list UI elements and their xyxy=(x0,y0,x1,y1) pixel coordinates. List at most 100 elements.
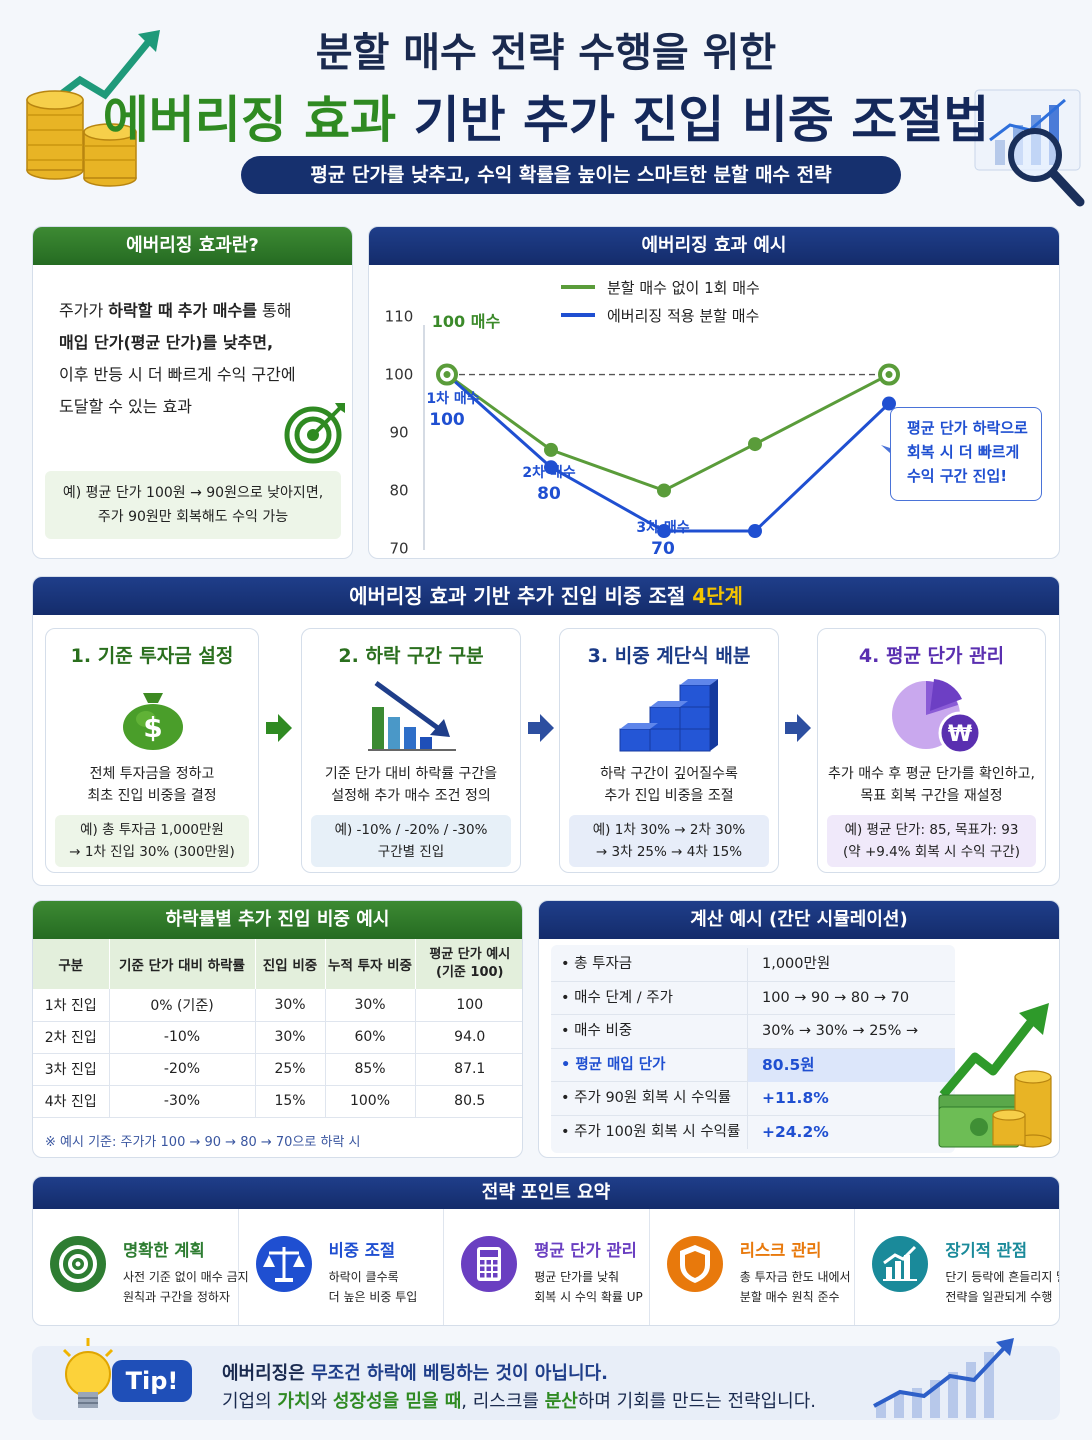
table-cell: -20% xyxy=(109,1053,256,1085)
subtitle-text: 평균 단가를 낮추고, 수익 확률을 높이는 스마트한 분할 매수 전략 xyxy=(310,164,832,186)
summary-item-title: 리스크 관리 xyxy=(739,1241,822,1260)
step-arrow-1-icon xyxy=(266,714,292,742)
steps-title-highlight: 4단계 xyxy=(692,584,743,608)
simulation-label: 매수 비중 xyxy=(574,1023,633,1039)
data-point xyxy=(748,437,762,452)
simulation-label: 주가 100원 회복 시 수익률 xyxy=(574,1123,741,1140)
y-tick-label: 80 xyxy=(389,481,408,499)
table-note: ※ 예시 기준: 주가가 100 → 90 → 80 → 70으로 하락 시 xyxy=(45,1135,361,1150)
table-cell: 60% xyxy=(325,1021,416,1053)
chart-callout: 평균 단가 하락으로 회복 시 더 빠르게 수익 구간 진입! xyxy=(890,407,1042,501)
stair-blocks-icon xyxy=(619,679,718,752)
simulation-row: • 매수 단계 / 주가 100 → 90 → 80 → 70 xyxy=(551,981,955,1015)
money-bag-icon: $ xyxy=(123,693,183,750)
chart-annotation: 70 xyxy=(651,539,675,559)
chart-title: 에버리징 효과 예시 xyxy=(369,227,1059,265)
simulation-value: 1,000만원 xyxy=(747,948,955,981)
summary-title: 전략 포인트 요약 xyxy=(33,1177,1059,1209)
data-point xyxy=(748,524,762,539)
summary-item-title: 비중 조절 xyxy=(328,1241,396,1260)
chart-card: 에버리징 효과 예시 110 100 90 80 70 분할 매수 없이 1회 매수 에버… xyxy=(368,226,1060,559)
definition-card: 에버리징 효과란? 주가가 하락할 때 추가 매수를 통해 매입 단가(평균 단… xyxy=(32,226,353,559)
entry-table-card: 하락률별 추가 진입 비중 예시 구분 기준 단가 대비 하락률 진입 비중 누… xyxy=(32,900,523,1158)
magnifier-chart-icon xyxy=(974,89,1085,207)
summary-item-title: 평균 단가 관리 xyxy=(534,1241,637,1260)
summary-item-desc: 하락이 클수록 더 높은 비중 투입 xyxy=(328,1270,418,1304)
step-4-desc: 추가 매수 후 평균 단가를 확인하고, 목표 회복 구간을 재설정 xyxy=(827,766,1036,804)
table-row: 4차 진입 -30% 15% 100% 80.5 xyxy=(33,1085,522,1117)
table-cell: 2차 진입 xyxy=(33,1021,110,1053)
summary-card: 전략 포인트 요약 명확한 계획 사전 기준 없이 매수 금지 원칙과 구간을 정하… xyxy=(32,1176,1060,1326)
summary-item-desc: 평균 단가를 낮춰 회복 시 수익 확률 UP xyxy=(534,1270,643,1304)
simulation-value: 80.5원 xyxy=(747,1048,955,1082)
table-cell: 85% xyxy=(325,1053,416,1085)
step-card-1: 1. 기준 투자금 설정 $ 전체 투자금을 정하고 최초 진입 비중을 결정 예… xyxy=(45,628,259,873)
simulation-row: • 평균 매입 단가 80.5원 xyxy=(551,1048,955,1082)
definition-title: 에버리징 효과란? xyxy=(33,227,352,265)
step-1-example: 예) 총 투자금 1,000만원 → 1차 진입 30% (300만원) xyxy=(55,815,249,867)
summary-item-title: 명확한 계획 xyxy=(123,1241,205,1260)
money-growth-icon xyxy=(938,1003,1052,1148)
step-4-example: 예) 평균 단가: 85, 목표가: 93 (약 +9.4% 회복 시 수익 구간… xyxy=(827,815,1036,867)
subtitle-banner: 평균 단가를 낮추고, 수익 확률을 높이는 스마트한 분할 매수 전략 xyxy=(241,156,901,194)
table-cell: 25% xyxy=(255,1053,326,1085)
step-3-desc: 하락 구간이 깊어질수록 추가 진입 비중을 조절 xyxy=(600,766,738,804)
coin-stack-icon xyxy=(26,30,160,187)
definition-example: 예) 평균 단가 100원 → 90원으로 낮아지면, 주가 90원만 회복해도… xyxy=(45,471,341,539)
table-cell: 1차 진입 xyxy=(33,989,110,1021)
entry-table: 구분 기준 단가 대비 하락률 진입 비중 누적 투자 비중 평균 단가 예시(… xyxy=(33,939,522,1118)
table-cell: 100 xyxy=(456,996,484,1013)
step-card-4: 4. 평균 단가 관리 ₩ 추가 매수 후 평균 단가를 확인하고, 목표 회복 … xyxy=(817,628,1046,873)
scale-icon xyxy=(255,1236,312,1292)
series-line xyxy=(446,373,891,533)
page-title-line2: 에버리징 효과 기반 추가 진입 비중 조절법 xyxy=(0,80,1092,152)
summary-item: 리스크 관리 총 투자금 한도 내에서 분할 매수 원칙 준수 xyxy=(650,1209,856,1325)
table-row: 3차 진입 -20% 25% 85% 87.1 xyxy=(33,1053,522,1085)
simulation-label: 주가 90원 회복 시 수익률 xyxy=(574,1090,732,1106)
table-cell: 94.0 xyxy=(454,1029,486,1045)
svg-text:₩: ₩ xyxy=(948,722,972,747)
step-card-3: 3. 비중 계단식 배분 하락 구간이 깊어질수록 추가 진입 비중을 조절 예)… xyxy=(559,628,779,873)
table-cell: 87.1 xyxy=(454,1061,486,1077)
table-cell: 3차 진입 xyxy=(33,1053,110,1085)
target-icon xyxy=(50,1236,106,1292)
calculator-icon xyxy=(461,1236,518,1292)
title-rest: 기반 추가 진입 비중 조절법 xyxy=(396,91,990,149)
table-title: 하락률별 추가 진입 비중 예시 xyxy=(33,901,522,939)
y-tick-label: 70 xyxy=(389,539,408,557)
rising-bars-icon xyxy=(873,1338,1014,1418)
step-2-example: 예) -10% / -20% / -30% 구간별 진입 xyxy=(311,815,511,867)
table-row: 2차 진입 -10% 30% 60% 94.0 xyxy=(33,1021,522,1053)
table-cell: 30% xyxy=(255,1021,326,1053)
growth-chart-icon xyxy=(872,1236,929,1292)
step-2-desc: 기준 단가 대비 하락률 구간을 설정해 추가 매수 조건 정의 xyxy=(324,766,498,804)
table-row: 1차 진입 0% (기준) 30% 30% 100 xyxy=(33,989,522,1021)
simulation-value: +11.8% xyxy=(747,1082,955,1115)
step-4-title: 4. 평균 단가 관리 xyxy=(858,645,1005,667)
chart-annotation: 1차 매수 xyxy=(426,391,479,407)
chart-annotation: 3차 매수 xyxy=(636,520,689,536)
summary-item-desc: 단기 등락에 흔들리지 말고전략을 일관되게 수행 xyxy=(945,1270,1059,1304)
tip-banner xyxy=(32,1346,1060,1420)
simulation-value: +24.2% xyxy=(747,1115,955,1149)
step-1-desc: 전체 투자금을 정하고 최초 진입 비중을 결정 xyxy=(87,766,217,804)
tip-text: 에버리징은 무조건 하락에 베팅하는 것이 아닙니다. 기업의 가치와 성장성을… xyxy=(222,1363,816,1412)
data-point xyxy=(882,396,896,411)
step-3-title: 3. 비중 계단식 배분 xyxy=(587,645,751,667)
chart-annotation: 2차 매수 xyxy=(522,465,575,481)
data-point xyxy=(544,442,558,457)
chart-annotation: 100 매수 xyxy=(432,312,501,331)
table-cell: 4차 진입 xyxy=(33,1085,110,1117)
table-cell: 30% xyxy=(255,989,326,1021)
steps-title: 에버리징 효과 기반 추가 진입 비중 조절 4단계 xyxy=(33,577,1059,615)
step-arrow-3-icon xyxy=(785,714,811,742)
table-cell: 15% xyxy=(255,1085,326,1117)
pie-won-icon: ₩ xyxy=(892,679,982,755)
step-card-2: 2. 하락 구간 구분 기준 단가 대비 하락률 구간을 설정해 추가 매수 조건… xyxy=(301,628,521,873)
title-highlight: 에버리징 효과 xyxy=(102,91,397,149)
data-point xyxy=(657,524,671,539)
table-cell: -30% xyxy=(109,1085,256,1117)
